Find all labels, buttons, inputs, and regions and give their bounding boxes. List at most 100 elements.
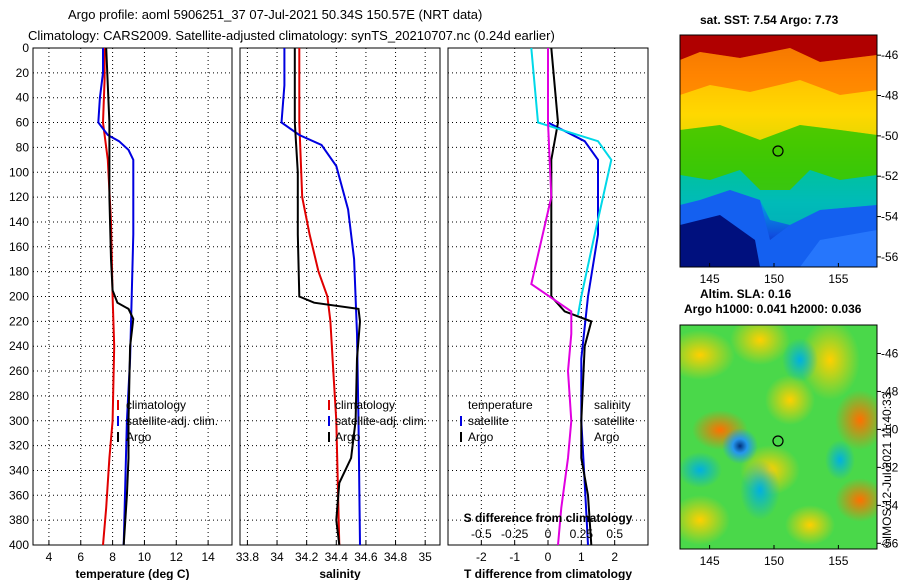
y-tick-label: 320 (9, 439, 29, 453)
sla-map (679, 324, 878, 550)
y-tick-label: 200 (9, 290, 29, 304)
x-tick-label: 10 (138, 550, 152, 564)
lon-tick-label: 150 (764, 554, 784, 568)
x-tick-label: -1 (509, 550, 520, 564)
series-line-s-argo (530, 48, 573, 546)
y-tick-label: 140 (9, 215, 29, 229)
difference-legend-left: temperature satellite Argo (460, 398, 533, 444)
salinity-legend: climatology satellite-adj. clim. Argo (328, 398, 427, 444)
y-tick-label: 280 (9, 389, 29, 403)
x-tick-label: 6 (77, 550, 84, 564)
legend-label-t-satellite: satellite (468, 414, 509, 428)
x-axis-label: T difference from climatology (464, 567, 632, 580)
lat-tick-label: -54 (881, 498, 899, 512)
x-tick-label: 34.4 (325, 550, 349, 564)
lat-tick-label: -50 (881, 422, 899, 436)
y-tick-label: 20 (16, 66, 30, 80)
series-line-argo (293, 48, 362, 546)
y-tick-label: 80 (16, 140, 30, 154)
sla-map-axes: -46 -48 -50 -52 -54 -56 145 150 155 (700, 346, 899, 568)
series-line-t-argo (550, 47, 593, 546)
x-axis-label: salinity (319, 567, 361, 580)
lat-tick-label: -54 (881, 210, 899, 224)
sst-map-title: sat. SST: 7.54 Argo: 7.73 (700, 13, 839, 27)
y-tick-label: 400 (9, 538, 29, 552)
legend-heading-temperature: temperature (468, 398, 533, 412)
y-tick-label: 60 (16, 116, 30, 130)
legend-label-argo: Argo (335, 430, 361, 444)
y-tick-label: 160 (9, 240, 29, 254)
legend-label-argo: Argo (126, 430, 152, 444)
lon-tick-label: 150 (764, 272, 784, 286)
lon-tick-label: 145 (700, 272, 720, 286)
y-tick-label: 100 (9, 165, 29, 179)
x-tick-label: 8 (109, 550, 116, 564)
legend-label-s-argo: Argo (594, 430, 620, 444)
salinity-panel: 33.8 34 34.2 34.4 34.6 34.8 35 salinity (236, 47, 441, 580)
y-tick-label: 380 (9, 513, 29, 527)
x-tick-label: 12 (170, 550, 184, 564)
sla-map-title1: Altim. SLA: 0.16 (700, 287, 792, 301)
y-tick-label: 0 (22, 41, 29, 55)
y-tick-label: 360 (9, 488, 29, 502)
y-tick-label: 260 (9, 364, 29, 378)
top-axis-label: S difference from climatology (464, 511, 633, 525)
legend-label-climatology: climatology (126, 398, 186, 412)
sst-map-axes: -46 -48 -50 -52 -54 -56 145 150 155 (700, 48, 899, 286)
y-tick-label: 220 (9, 314, 29, 328)
legend-label-t-argo: Argo (468, 430, 494, 444)
s-tick-label: 0.5 (606, 527, 623, 541)
timestamp: ©IMOS 12-Jul-2021 11:40:33 (880, 392, 894, 548)
lat-tick-label: -46 (881, 48, 899, 62)
series-line-climatology (101, 48, 116, 546)
header-line1: Argo profile: aoml 5906251_37 07-Jul-202… (68, 7, 482, 22)
y-tick-label: 240 (9, 339, 29, 353)
series-line-argo (105, 47, 135, 546)
x-tick-label: 34.8 (384, 550, 408, 564)
y-tick-label: 340 (9, 463, 29, 477)
series-line-s-satellite (530, 47, 613, 316)
lon-tick-label: 145 (700, 554, 720, 568)
x-tick-label: 34 (270, 550, 284, 564)
x-tick-label: 34.6 (354, 550, 378, 564)
lat-tick-label: -56 (881, 536, 899, 550)
x-tick-label: -2 (476, 550, 487, 564)
y-tick-label: 180 (9, 265, 29, 279)
sla-argo-location-marker (772, 435, 784, 447)
plot-frame (239, 47, 441, 546)
lat-tick-label: -52 (881, 460, 899, 474)
s-tick-label: -0.25 (501, 527, 529, 541)
plot-frame (32, 47, 233, 546)
s-tick-label: -0.5 (471, 527, 492, 541)
s-tick-label: 0.25 (570, 527, 594, 541)
x-tick-label: 14 (201, 550, 215, 564)
header-line2: Climatology: CARS2009. Satellite-adjuste… (28, 28, 555, 43)
lat-tick-label: -46 (881, 346, 899, 360)
temperature-panel: 4 6 8 10 12 14 temperature (deg C) 0 20 40 60 80 100… (9, 41, 233, 580)
series-line-climatology (298, 48, 341, 546)
series-line-satellite-adj-clim- (97, 48, 135, 546)
x-tick-label: 4 (46, 550, 53, 564)
sst-map (679, 34, 878, 268)
legend-label-satellite: satellite-adj. clim. (335, 414, 427, 428)
temperature-legend: climatology satellite-adj. clim. Argo (117, 398, 218, 444)
y-tick-label: 120 (9, 190, 29, 204)
legend-label-climatology: climatology (335, 398, 395, 412)
difference-legend-right: salinity satellite Argo (594, 398, 635, 444)
x-tick-label: 35 (419, 550, 433, 564)
x-tick-label: 0 (545, 550, 552, 564)
x-tick-label: 33.8 (236, 550, 260, 564)
x-tick-label: 34.2 (295, 550, 319, 564)
legend-label-s-satellite: satellite (594, 414, 635, 428)
legend-heading-salinity: salinity (594, 398, 631, 412)
x-axis-label: temperature (deg C) (75, 567, 189, 580)
sst-argo-location-marker (772, 145, 784, 157)
lat-tick-label: -56 (881, 250, 899, 264)
lat-tick-label: -52 (881, 169, 899, 183)
y-tick-label: 300 (9, 414, 29, 428)
y-tick-label: 40 (16, 91, 30, 105)
difference-panel: -2 -1 0 1 2 T difference from climatology S di… (447, 47, 649, 580)
sla-map-title2: Argo h1000: 0.041 h2000: 0.036 (684, 302, 862, 316)
lat-tick-label: -48 (881, 89, 899, 103)
